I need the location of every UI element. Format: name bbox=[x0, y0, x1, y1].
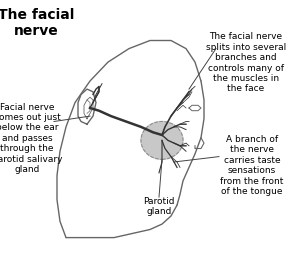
Circle shape bbox=[141, 122, 183, 159]
Text: The facial nerve
splits into several
branches and
controls many of
the muscles i: The facial nerve splits into several bra… bbox=[206, 32, 286, 93]
Text: Facial nerve
comes out just
below the ear
and passes
through the
parotid salivar: Facial nerve comes out just below the ea… bbox=[0, 103, 62, 174]
Text: Parotid
gland: Parotid gland bbox=[143, 197, 175, 217]
Text: A branch of
the nerve
carries taste
sensations
from the front
of the tongue: A branch of the nerve carries taste sens… bbox=[220, 135, 284, 196]
Text: The facial
nerve: The facial nerve bbox=[0, 8, 74, 38]
